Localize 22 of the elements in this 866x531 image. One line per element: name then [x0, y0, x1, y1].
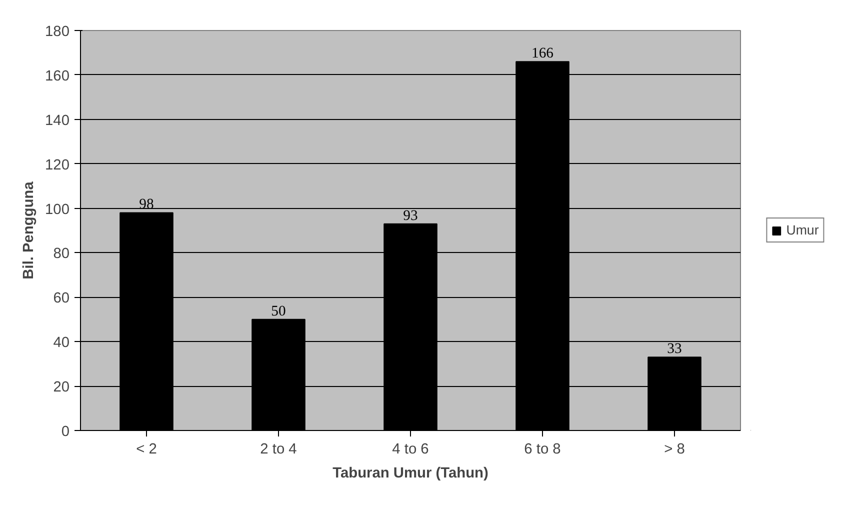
legend-label: Umur	[786, 222, 819, 238]
y-tick-label: 100	[45, 202, 70, 218]
x-tick-label: 2 to 4	[260, 442, 297, 458]
data-label: 93	[403, 208, 418, 224]
y-tick-label: 80	[53, 246, 70, 262]
x-tick-label: < 2	[136, 442, 157, 458]
x-tick-label: > 8	[664, 442, 685, 458]
data-label: 166	[532, 46, 554, 62]
y-tick-label: 20	[53, 380, 70, 396]
y-tick-label: 60	[53, 290, 70, 307]
x-axis-title: Taburan Umur (Tahun)	[332, 466, 489, 482]
data-label: 50	[271, 303, 286, 320]
y-tick-label: 120	[45, 157, 70, 174]
y-tick-label: 160	[45, 68, 70, 84]
x-tick-label: 4 to 6	[392, 442, 429, 458]
data-label: 33	[667, 341, 682, 358]
y-tick-label: 0	[61, 424, 70, 440]
y-tick-label: 140	[45, 112, 70, 129]
y-axis-title: Bil. Pengguna	[21, 180, 38, 280]
y-tick-label: 40	[53, 335, 70, 352]
y-tick-label: 180	[45, 24, 70, 40]
x-tick-label: 6 to 8	[524, 442, 561, 458]
